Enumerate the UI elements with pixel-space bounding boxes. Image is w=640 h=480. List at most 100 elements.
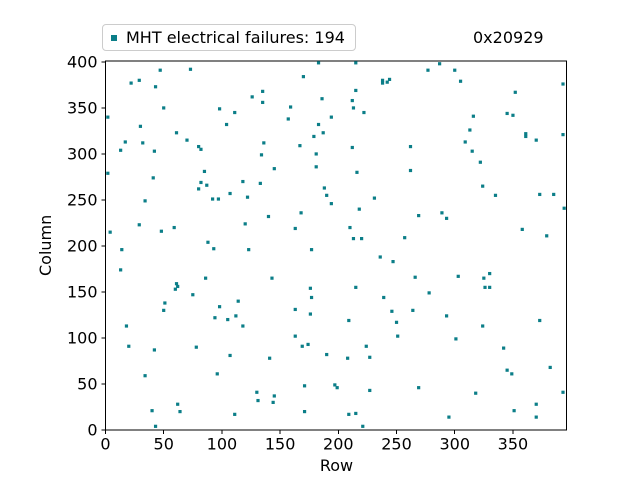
- scatter-point: [502, 346, 506, 350]
- scatter-point: [329, 115, 333, 119]
- y-tick-label: 300: [67, 144, 98, 163]
- scatter-point: [250, 95, 254, 99]
- scatter-point: [293, 307, 297, 312]
- scatter-point: [206, 240, 210, 244]
- scatter-point: [271, 400, 275, 404]
- scatter-point: [510, 372, 514, 376]
- scatter-point: [176, 284, 180, 289]
- scatter-point: [411, 308, 415, 312]
- scatter-point: [470, 149, 474, 153]
- scatter-point: [314, 152, 318, 156]
- scatter-point: [320, 97, 324, 101]
- scatter-point: [202, 169, 207, 174]
- scatter-point: [335, 386, 339, 390]
- scatter-point: [520, 227, 524, 231]
- scatter-point: [505, 368, 509, 372]
- scatter-point: [454, 337, 458, 341]
- scatter-point: [224, 122, 229, 127]
- scatter-point: [329, 202, 333, 206]
- scatter-point: [488, 271, 492, 276]
- scatter-point: [474, 391, 478, 395]
- scatter-point: [143, 374, 147, 378]
- scatter-point: [481, 324, 485, 328]
- scatter-point: [129, 81, 133, 85]
- scatter-point: [538, 318, 542, 323]
- scatter-point: [162, 308, 166, 312]
- scatter-point: [561, 133, 565, 137]
- y-tick-label: 350: [67, 98, 98, 117]
- scatter-point: [256, 398, 260, 403]
- scatter-point: [185, 138, 189, 142]
- scatter-point: [355, 170, 359, 174]
- scatter-point: [316, 61, 321, 65]
- scatter-point: [364, 344, 368, 348]
- scatter-point: [120, 248, 124, 252]
- scatter-point: [394, 320, 399, 324]
- scatter-point: [176, 402, 180, 406]
- x-tick-label: 350: [498, 435, 529, 454]
- x-tick-label: 300: [439, 435, 470, 454]
- scatter-point: [478, 160, 482, 164]
- scatter-point: [458, 79, 463, 83]
- scatter-point: [524, 132, 528, 136]
- y-tick-label: 250: [67, 190, 98, 209]
- scatter-point: [372, 196, 377, 200]
- scatter-point: [350, 145, 354, 150]
- scatter-point: [309, 248, 314, 252]
- y-tick-label: 400: [67, 52, 98, 71]
- scatter-point: [354, 411, 358, 416]
- scatter-point: [312, 134, 316, 139]
- scatter-point: [357, 207, 361, 211]
- scatter-point: [309, 295, 314, 300]
- scatter-point: [408, 168, 413, 173]
- legend-marker-icon: [111, 34, 117, 41]
- x-tick-label: 250: [381, 435, 412, 454]
- scatter-point: [298, 144, 302, 148]
- scatter-point: [272, 167, 276, 171]
- scatter-point: [138, 124, 143, 128]
- scatter-point: [306, 342, 310, 347]
- scatter-point: [468, 128, 472, 132]
- scatter-point: [482, 276, 486, 280]
- scatter-point: [236, 299, 240, 303]
- scatter-point: [258, 181, 262, 185]
- scatter-point: [396, 334, 400, 338]
- scatter-point: [217, 305, 222, 309]
- scatter-point: [162, 106, 166, 110]
- scatter-point: [380, 78, 385, 82]
- scatter-point: [512, 409, 516, 413]
- scatter-point: [444, 314, 449, 318]
- scatter-point: [268, 356, 272, 360]
- y-tick-label: 100: [67, 328, 98, 347]
- scatter-point: [534, 415, 538, 419]
- scatter-point: [247, 248, 251, 252]
- scatter-point: [413, 275, 417, 279]
- scatter-point: [488, 285, 492, 289]
- x-tick-label: 50: [154, 435, 174, 454]
- scatter-point: [322, 186, 326, 190]
- scatter-point: [197, 144, 201, 149]
- scatter-point: [362, 110, 366, 115]
- scatter-point: [108, 230, 112, 234]
- scatter-point: [153, 424, 158, 428]
- scatter-point: [354, 61, 358, 65]
- scatter-point: [524, 134, 528, 139]
- scatter-point: [361, 424, 365, 428]
- x-tick-label: 200: [323, 435, 354, 454]
- plot-spines: [105, 60, 567, 431]
- scatter-point: [151, 176, 155, 180]
- annotation-hex-id: 0x20929: [473, 28, 544, 47]
- scatter-point: [216, 197, 221, 201]
- scatter-point: [382, 295, 386, 300]
- scatter-point: [444, 216, 449, 220]
- scatter-point: [159, 229, 163, 233]
- scatter-point: [211, 197, 215, 201]
- scatter-point: [561, 82, 565, 86]
- scatter-point: [548, 365, 552, 370]
- scatter-point: [228, 191, 232, 196]
- scatter-point: [178, 409, 182, 414]
- scatter-point: [141, 141, 145, 145]
- scatter-point: [346, 356, 350, 360]
- scatter-point: [513, 90, 517, 94]
- scatter-point: [199, 147, 203, 151]
